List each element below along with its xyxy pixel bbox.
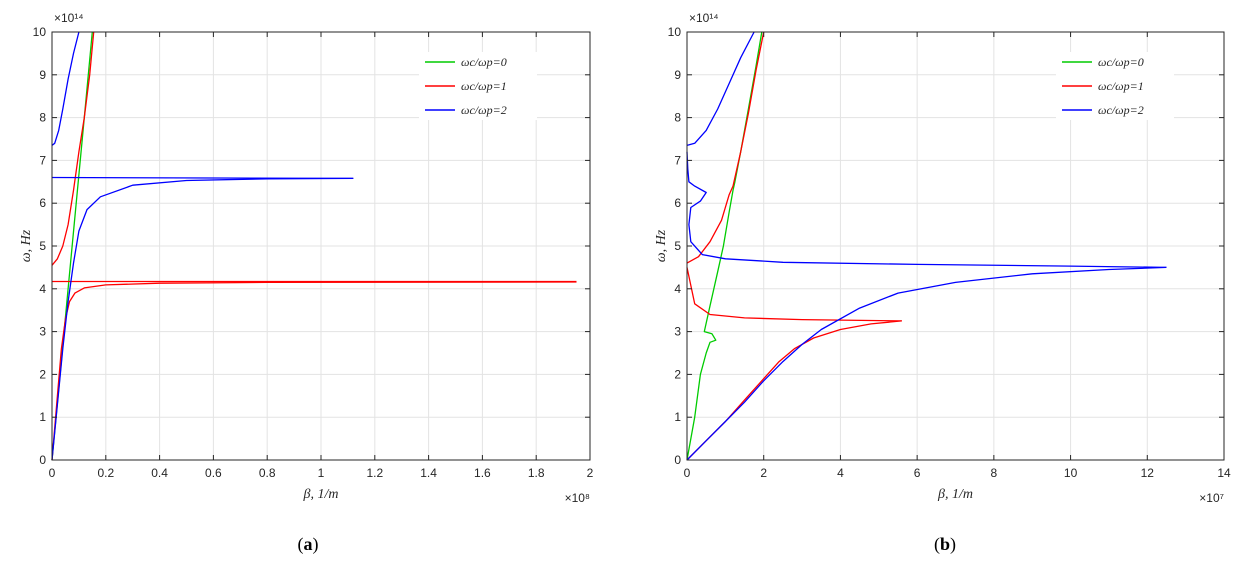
y-tick-label: 5 — [39, 239, 46, 253]
y-tick-label: 0 — [674, 453, 681, 467]
x-tick-label: 1 — [318, 466, 325, 480]
panel-caption: (a) — [298, 534, 319, 555]
x-tick-label: 0 — [49, 466, 56, 480]
chart-panel-0: 0 0.2 0.4 0.6 0.8 1 1.2 1.4 1.6 1.8 2 0 1 2 3 4 5 6 7 8 9 10 ×… — [19, 11, 594, 555]
panel-caption: (b) — [934, 534, 956, 555]
legend-label-0: ωc/ωp=0 — [461, 55, 507, 69]
y-tick-label: 3 — [39, 325, 46, 339]
y-tick-label: 7 — [674, 153, 681, 167]
y-tick-label: 4 — [674, 282, 681, 296]
series-line-1 — [51, 31, 95, 266]
x-axis-label: β, 1/m — [937, 487, 973, 502]
y-tick-label: 2 — [39, 367, 46, 381]
x-tick-label: 12 — [1141, 466, 1155, 480]
x-tick-label: 1.6 — [474, 466, 491, 480]
series-line-1 — [686, 31, 765, 264]
x-tick-label: 6 — [914, 466, 921, 480]
y-tick-label: 1 — [39, 410, 46, 424]
legend-label-1: ωc/ωp=1 — [1098, 79, 1144, 93]
y-tick-label: 6 — [39, 196, 46, 210]
y-tick-label: 10 — [33, 25, 47, 39]
y-tick-label: 6 — [674, 196, 681, 210]
y-axis-label: ω, Hz — [19, 229, 34, 262]
x-tick-label: 2 — [587, 466, 594, 480]
x-tick-label: 4 — [837, 466, 844, 480]
y-tick-label: 7 — [39, 153, 46, 167]
x-axis-label: β, 1/m — [303, 487, 339, 502]
legend-label-2: ωc/ωp=2 — [461, 103, 507, 117]
y-tick-label: 9 — [39, 68, 46, 82]
y-tick-label: 2 — [674, 367, 681, 381]
series-line-1 — [51, 281, 577, 461]
series-line-2 — [686, 151, 1167, 269]
x-exponent: ×10⁷ — [1199, 491, 1224, 505]
series-line-2 — [686, 31, 755, 147]
series-line-1 — [686, 267, 902, 322]
x-tick-label: 1.4 — [420, 466, 437, 480]
series-line-2 — [686, 266, 1167, 461]
series-line-2 — [51, 177, 354, 461]
x-tick-label: 1.2 — [366, 466, 383, 480]
x-tick-label: 0 — [684, 466, 691, 480]
x-exponent: ×10⁸ — [565, 491, 590, 505]
y-exponent: ×10¹⁴ — [689, 11, 719, 25]
legend-label-0: ωc/ωp=0 — [1098, 55, 1144, 69]
y-tick-label: 8 — [39, 111, 46, 125]
y-tick-label: 4 — [39, 282, 46, 296]
y-exponent: ×10¹⁴ — [54, 11, 84, 25]
x-tick-label: 0.4 — [151, 466, 168, 480]
x-tick-label: 14 — [1217, 466, 1231, 480]
legend: ωc/ωp=0 ωc/ωp=1 ωc/ωp=2 — [419, 52, 537, 120]
y-tick-label: 9 — [674, 68, 681, 82]
x-tick-label: 2 — [760, 466, 767, 480]
y-axis-label: ω, Hz — [654, 229, 669, 262]
y-tick-label: 0 — [39, 453, 46, 467]
x-tick-label: 10 — [1064, 466, 1078, 480]
y-tick-label: 5 — [674, 239, 681, 253]
legend-label-2: ωc/ωp=2 — [1098, 103, 1144, 117]
series-line-2 — [51, 31, 80, 146]
y-tick-label: 8 — [674, 111, 681, 125]
x-tick-label: 0.8 — [259, 466, 276, 480]
y-tick-label: 3 — [674, 325, 681, 339]
y-tick-label: 1 — [674, 410, 681, 424]
x-tick-label: 8 — [991, 466, 998, 480]
x-tick-label: 1.8 — [528, 466, 545, 480]
legend: ωc/ωp=0 ωc/ωp=1 ωc/ωp=2 — [1056, 52, 1174, 120]
x-tick-label: 0.2 — [97, 466, 114, 480]
y-tick-label: 10 — [668, 25, 682, 39]
legend-label-1: ωc/ωp=1 — [461, 79, 507, 93]
x-tick-label: 0.6 — [205, 466, 222, 480]
